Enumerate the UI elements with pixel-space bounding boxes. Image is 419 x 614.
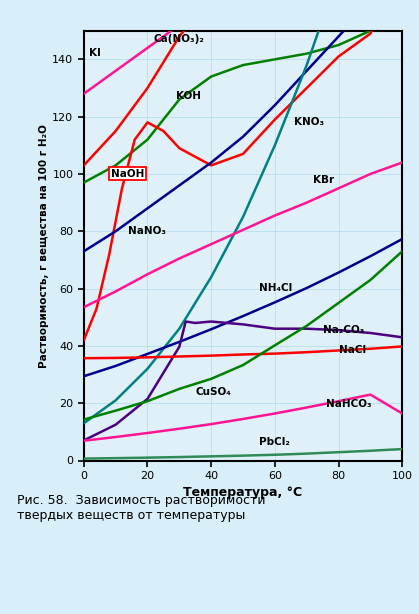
Text: NaOH: NaOH — [111, 169, 144, 179]
Text: KNO₃: KNO₃ — [294, 117, 324, 127]
Text: NaHCO₃: NaHCO₃ — [326, 400, 371, 410]
Text: NaNO₃: NaNO₃ — [128, 226, 166, 236]
Text: PbCl₂: PbCl₂ — [259, 437, 290, 447]
Text: CuSO₄: CuSO₄ — [195, 387, 231, 397]
X-axis label: Температура, °C: Температура, °C — [184, 486, 303, 499]
Text: KOH: KOH — [176, 91, 201, 101]
Y-axis label: Растворимость, г вещества на 100 г H₂O: Растворимость, г вещества на 100 г H₂O — [39, 123, 49, 368]
Text: Рис. 58.  Зависимость растворимости
твердых веществ от температуры: Рис. 58. Зависимость растворимости тверд… — [17, 494, 265, 523]
Text: KBr: KBr — [313, 174, 334, 185]
Text: Ca(NO₃)₂: Ca(NO₃)₂ — [154, 34, 205, 44]
Text: NaCl: NaCl — [339, 345, 366, 355]
Text: Na₂CO₃: Na₂CO₃ — [323, 325, 364, 335]
Text: KI: KI — [88, 49, 101, 58]
Text: NH₄Cl: NH₄Cl — [259, 284, 292, 293]
